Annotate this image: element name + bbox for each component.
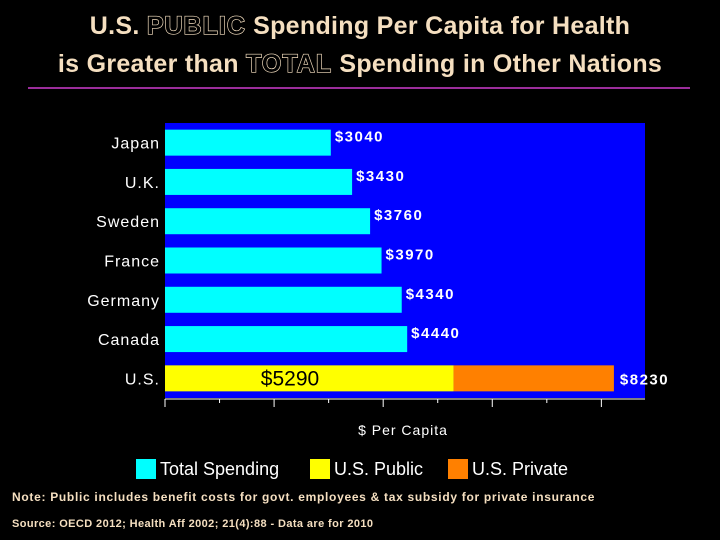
title-emphasis-total: TOTAL <box>245 49 333 78</box>
source-citation: Source: OECD 2012; Health Aff 2002; 21(4… <box>12 518 374 530</box>
data-label: $4340 <box>406 286 455 303</box>
bar-total <box>165 208 371 235</box>
bar-total <box>165 168 353 195</box>
bar-total <box>165 247 382 274</box>
title-suffix: Spending Per Capita for Health <box>245 12 631 40</box>
data-label-us-public: $5290 <box>261 367 319 390</box>
category-label: Sweden <box>96 214 160 231</box>
bar-total <box>165 326 408 353</box>
category-label: Germany <box>87 293 160 310</box>
bar-total <box>165 286 402 313</box>
data-label: $8230 <box>620 371 669 388</box>
legend-label-public: U.S. Public <box>334 458 424 479</box>
data-label: $3970 <box>386 247 435 264</box>
legend-label-total: Total Spending <box>160 458 280 479</box>
bar-us-public <box>165 365 454 392</box>
footnote: Note: Public includes benefit costs for … <box>12 490 596 504</box>
data-label: $3040 <box>335 129 384 146</box>
bar-total <box>165 129 331 156</box>
legend: Total Spending U.S. Public U.S. Private <box>0 456 720 482</box>
category-label: Canada <box>98 332 160 349</box>
bar-us-private <box>453 365 614 392</box>
legend-swatch-total <box>136 459 156 479</box>
chart-title-line-2: is Greater than TOTAL Spending in Other … <box>0 49 720 78</box>
x-axis-label: $ Per Capita <box>358 422 448 438</box>
category-label: France <box>104 254 160 271</box>
title-prefix: U.S. <box>89 12 147 40</box>
legend-item-public: U.S. Public <box>310 456 423 482</box>
legend-item-total: Total Spending <box>136 456 279 482</box>
data-label: $4440 <box>411 325 460 342</box>
chart-title-line-1: U.S. PUBLIC Spending Per Capita for Heal… <box>0 11 720 40</box>
category-label: Japan <box>111 136 160 153</box>
legend-item-private: U.S. Private <box>448 456 568 482</box>
legend-label-private: U.S. Private <box>472 458 569 479</box>
data-label: $3430 <box>356 168 405 185</box>
legend-swatch-public <box>310 459 330 479</box>
title-emphasis-public: PUBLIC <box>146 11 246 40</box>
category-label: U.K. <box>125 175 160 192</box>
title-divider <box>28 87 690 89</box>
legend-swatch-private <box>448 459 468 479</box>
title-suffix-2: Spending in Other Nations <box>332 50 663 78</box>
data-label: $3760 <box>374 207 423 224</box>
category-label: U.S. <box>125 371 160 388</box>
title-prefix-2: is Greater than <box>57 50 247 78</box>
